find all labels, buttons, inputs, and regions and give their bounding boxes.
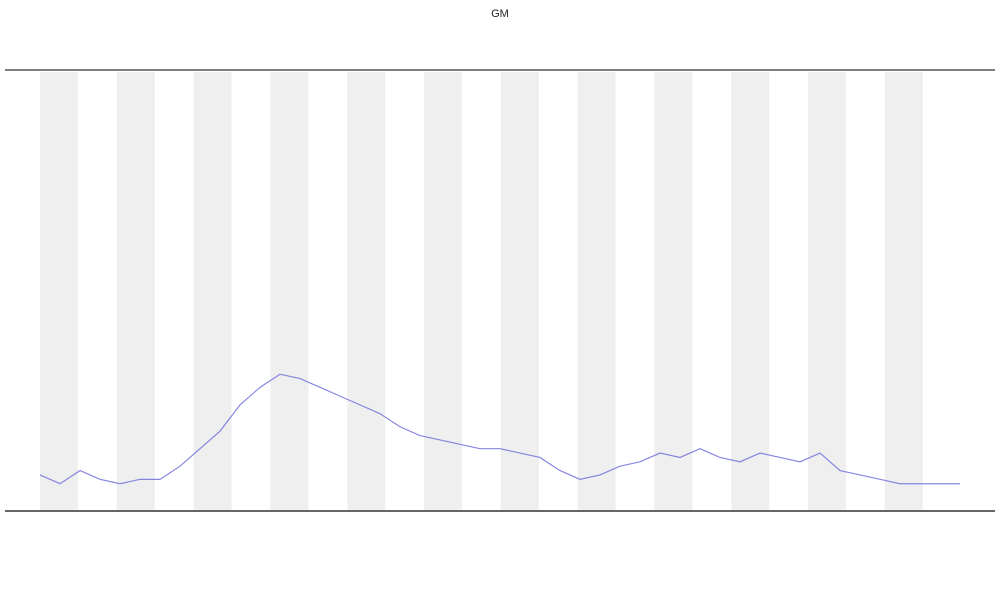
data-line — [39, 373, 960, 485]
band — [884, 72, 923, 510]
band — [500, 72, 539, 510]
band — [347, 72, 386, 510]
band — [654, 72, 693, 510]
band — [270, 72, 309, 510]
band — [424, 72, 462, 510]
band — [40, 72, 78, 510]
band — [116, 72, 155, 510]
band — [577, 72, 616, 510]
band — [808, 72, 846, 510]
band — [731, 72, 770, 510]
band — [193, 72, 232, 510]
chart-title: GM — [491, 8, 509, 20]
background-bands — [40, 72, 923, 510]
